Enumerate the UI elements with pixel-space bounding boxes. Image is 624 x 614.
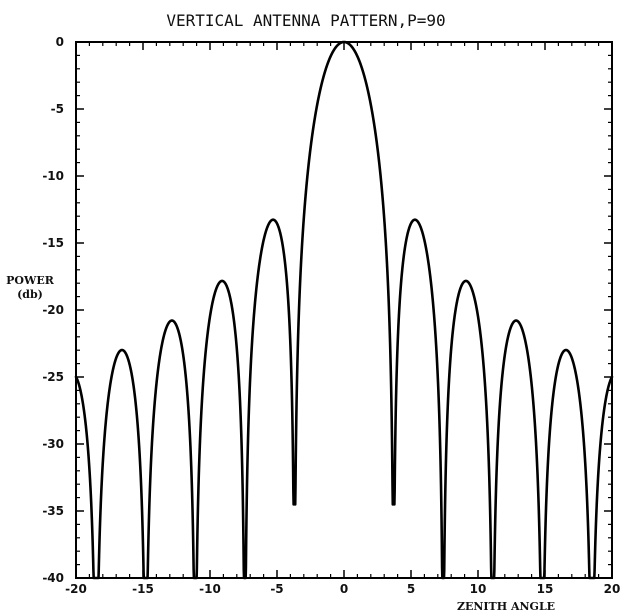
x-tick-label: -20 (65, 582, 87, 596)
y-tick-label: -5 (51, 102, 64, 116)
x-tick-label: 15 (537, 582, 554, 596)
y-tick-label: -25 (42, 370, 64, 384)
x-tick-label: -15 (132, 582, 154, 596)
y-tick-label: -10 (42, 169, 64, 183)
x-tick-label: -10 (199, 582, 221, 596)
y-tick-label: -15 (42, 236, 64, 250)
y-tick-label: 0 (56, 35, 64, 49)
y-tick-label: -30 (42, 437, 64, 451)
y-axis-label: POWER (db) (6, 274, 55, 301)
y-axis-label-line-2: (db) (17, 288, 43, 301)
y-tick-label: -40 (42, 571, 64, 585)
x-tick-label: 0 (340, 582, 348, 596)
x-ticks: -20 -15 -10 -5 0 5 10 15 20 (65, 42, 620, 596)
x-tick-label: 5 (407, 582, 415, 596)
y-tick-label: -35 (42, 504, 64, 518)
x-tick-label: 10 (470, 582, 487, 596)
y-tick-label: -20 (42, 303, 64, 317)
x-tick-label: -5 (270, 582, 283, 596)
series-line (74, 40, 614, 580)
y-ticks: 0 -5 -10 -15 -20 -25 -30 -35 -40 (42, 35, 612, 585)
y-axis-label-line-1: POWER (6, 274, 55, 287)
plot-frame (75, 41, 613, 579)
x-tick-label: 20 (604, 582, 621, 596)
chart-title: VERTICAL ANTENNA PATTERN,P=90 (166, 11, 445, 30)
x-axis-label: ZENITH ANGLE (457, 600, 555, 613)
